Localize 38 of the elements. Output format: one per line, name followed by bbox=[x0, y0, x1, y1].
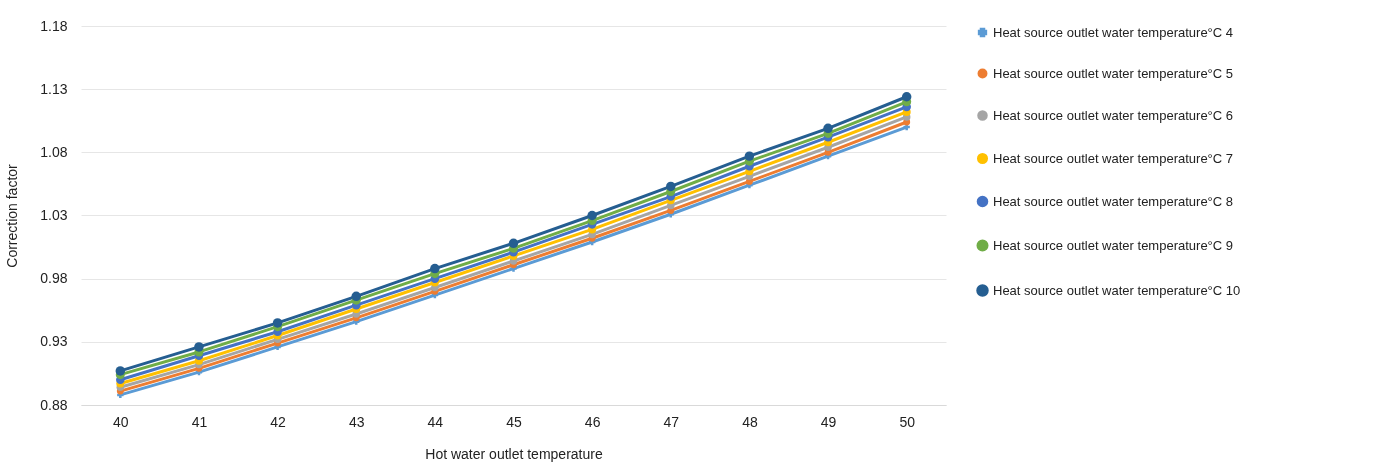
x-tick-label: 49 bbox=[820, 413, 837, 430]
x-tick-label: 47 bbox=[663, 413, 680, 430]
legend-label: Heat source outlet water temperature°C 10 bbox=[993, 282, 1241, 298]
x-axis-title: Hot water outlet temperature bbox=[425, 445, 603, 462]
y-axis-title: Correction factor bbox=[4, 163, 21, 268]
point bbox=[744, 151, 755, 161]
point bbox=[508, 238, 519, 249]
x-tick-label: 50 bbox=[899, 413, 916, 430]
point bbox=[351, 291, 361, 302]
x-tick-label: 43 bbox=[348, 413, 365, 430]
point bbox=[823, 123, 833, 134]
point bbox=[430, 263, 440, 274]
y-tick-label: 0.98 bbox=[40, 270, 68, 287]
x-tick-label: 48 bbox=[742, 413, 758, 430]
legend-label: Heat source outlet water temperature°C 8 bbox=[993, 193, 1234, 209]
legend-label: Heat source outlet water temperature°C 7 bbox=[993, 150, 1234, 166]
x-tick-label: 41 bbox=[191, 413, 208, 430]
x-tick-label: 46 bbox=[584, 413, 601, 430]
y-tick-label: 0.93 bbox=[40, 333, 68, 350]
y-tick-label: 1.18 bbox=[40, 17, 68, 34]
y-tick-label: 1.13 bbox=[40, 80, 68, 97]
point bbox=[272, 318, 283, 328]
legend-label: Heat source outlet water temperature°C 4 bbox=[993, 24, 1234, 40]
point bbox=[901, 92, 912, 102]
legend-label: Heat source outlet water temperature°C 5 bbox=[993, 65, 1234, 81]
y-tick-label: 1.03 bbox=[40, 207, 68, 223]
x-tick-label: 42 bbox=[270, 413, 287, 430]
legend-label: Heat source outlet water temperature°C 9 bbox=[993, 237, 1234, 253]
point bbox=[587, 210, 597, 221]
y-tick-label: 1.08 bbox=[40, 143, 68, 160]
point bbox=[194, 342, 204, 352]
x-tick-label: 45 bbox=[506, 413, 522, 430]
point bbox=[666, 181, 676, 192]
y-tick-label: 0.88 bbox=[40, 396, 68, 413]
x-tick-label: 40 bbox=[113, 413, 129, 430]
point bbox=[115, 366, 126, 376]
legend-label: Heat source outlet water temperature°C 6 bbox=[993, 107, 1234, 123]
x-tick-label: 44 bbox=[427, 413, 444, 430]
